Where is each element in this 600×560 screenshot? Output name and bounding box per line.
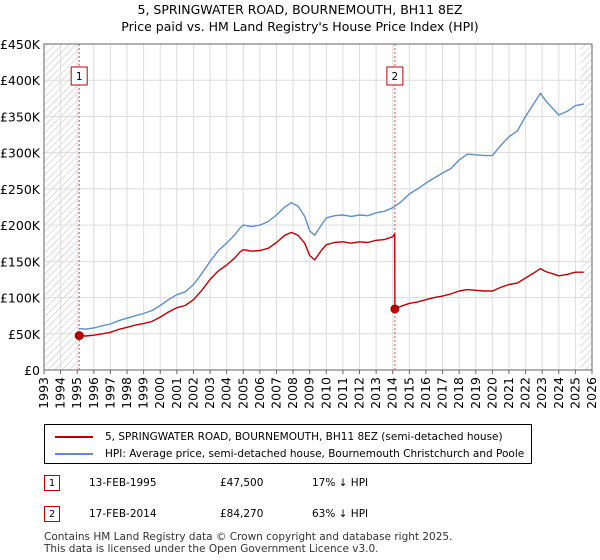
- chart-subtitle: Price paid vs. HM Land Registry's House …: [121, 19, 479, 34]
- x-tick-label: 2012: [352, 377, 367, 409]
- footer: Contains HM Land Registry data © Crown c…: [44, 531, 452, 555]
- x-tick-label: 1995: [69, 377, 84, 409]
- y-tick-label: £400K: [0, 73, 41, 88]
- x-tick-label: 1999: [136, 377, 151, 409]
- x-tick-label: 2018: [451, 377, 466, 409]
- x-tick-label: 2001: [169, 377, 184, 409]
- x-tick-label: 2010: [318, 377, 333, 409]
- legend-swatch-hpi: [55, 453, 93, 455]
- price-chart: 1 2 £0 £50K £100K £150K £200K £250K £300K £350K £…: [0, 37, 599, 409]
- y-tick-label: £0: [24, 363, 40, 378]
- sale-badge-1: [70, 66, 88, 86]
- x-tick-label: 1997: [102, 377, 117, 409]
- x-tick-label: 2003: [202, 377, 217, 409]
- x-tick-label: 2011: [335, 377, 350, 409]
- x-tick-label: 2021: [501, 377, 516, 409]
- plot-area: [44, 44, 592, 370]
- x-tick-label: 2016: [418, 377, 433, 409]
- sale-point-1: [74, 331, 84, 341]
- series-line-property: [79, 231, 584, 337]
- annotation-price-1: £47,500: [220, 477, 264, 489]
- y-tick-label: £150K: [0, 254, 41, 269]
- future-hatch: [580, 44, 592, 370]
- x-tick-label: 2017: [435, 377, 450, 409]
- x-tick-label: 2000: [152, 377, 167, 409]
- sale-point-2: [390, 304, 400, 314]
- legend-item-hpi: HPI: Average price, semi-detached house,…: [55, 446, 524, 462]
- legend-item-property: 5, SPRINGWATER ROAD, BOURNEMOUTH, BH11 8…: [55, 429, 503, 445]
- x-tick-label: 2005: [235, 377, 250, 409]
- annotation-badge-2: 2: [44, 506, 60, 522]
- annotation-hpi-1: 17% ↓ HPI: [312, 477, 369, 489]
- plot-frame: [43, 43, 593, 371]
- y-tick-label: £300K: [0, 146, 41, 161]
- legend-swatch-property: [55, 436, 93, 438]
- x-tick-label: 2015: [401, 377, 416, 409]
- y-tick-label: £450K: [0, 37, 41, 52]
- x-tick-label: 2004: [219, 377, 234, 409]
- y-tick-label: £250K: [0, 182, 41, 197]
- series-line-hpi: [79, 92, 584, 330]
- x-tick-label: 1998: [119, 377, 134, 409]
- legend-label-property: 5, SPRINGWATER ROAD, BOURNEMOUTH, BH11 8…: [105, 431, 503, 443]
- x-tick-label: 1994: [53, 377, 68, 409]
- x-tick-label: 2023: [534, 377, 549, 409]
- x-tick-label: 2025: [567, 377, 582, 409]
- annotation-date-1: 13-FEB-1995: [89, 477, 157, 489]
- y-tick-label: £50K: [8, 327, 41, 342]
- pre-sale-hatch: [44, 44, 80, 370]
- footer-line-2: This data is licensed under the Open Gov…: [44, 543, 379, 555]
- sale-badge-label-1: 1: [76, 71, 83, 83]
- annotation-price-2: £84,270: [220, 508, 264, 520]
- x-tick-label: 2019: [468, 377, 483, 409]
- x-tick-label: 2006: [252, 377, 267, 409]
- annotation-date-2: 17-FEB-2014: [89, 508, 157, 520]
- x-tick-label: 2002: [185, 377, 200, 409]
- y-tick-label: £200K: [0, 218, 41, 233]
- sale-badge-2: [386, 66, 404, 86]
- x-tick-label: 2008: [285, 377, 300, 409]
- legend-label-hpi: HPI: Average price, semi-detached house,…: [105, 448, 525, 460]
- footer-line-1: Contains HM Land Registry data © Crown c…: [44, 531, 453, 543]
- chart-title: 5, SPRINGWATER ROAD, BOURNEMOUTH, BH11 8…: [137, 2, 463, 17]
- annotation-hpi-2: 63% ↓ HPI: [312, 508, 369, 520]
- x-tick-label: 2020: [484, 377, 499, 409]
- x-tick-label: 2013: [368, 377, 383, 409]
- y-tick-label: £100K: [0, 291, 41, 306]
- x-tick-label: 1993: [36, 377, 51, 409]
- x-tick-label: 2022: [518, 377, 533, 409]
- x-tick-label: 2009: [302, 377, 317, 409]
- sale-badge-label-2: 2: [392, 71, 399, 83]
- x-tick-label: 2014: [385, 377, 400, 409]
- x-tick-label: 2007: [268, 377, 283, 409]
- y-tick-label: £350K: [0, 109, 41, 124]
- x-tick-label: 2024: [551, 377, 566, 409]
- legend: 5, SPRINGWATER ROAD, BOURNEMOUTH, BH11 8…: [44, 424, 532, 464]
- annotation-badge-1: 1: [44, 475, 60, 491]
- x-tick-label: 2026: [584, 377, 599, 409]
- x-tick-label: 1996: [86, 377, 101, 409]
